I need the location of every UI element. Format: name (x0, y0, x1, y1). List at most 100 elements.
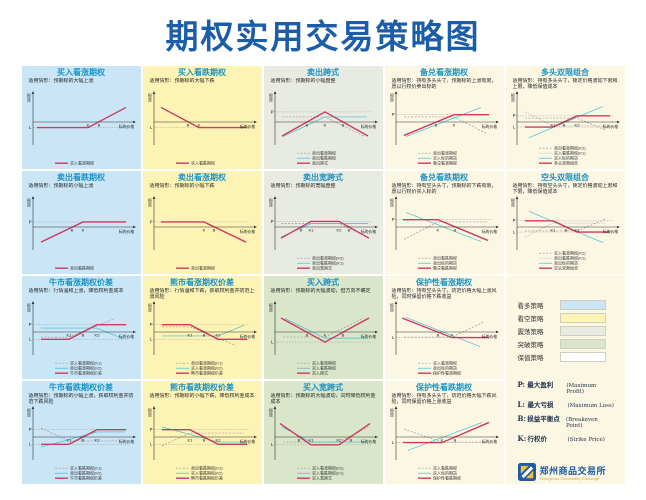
legend-entry: 买入跨式 (296, 370, 328, 376)
key-label: 突破策略 (517, 342, 544, 349)
key-row-range: 震荡策略 (518, 326, 615, 336)
y-axis-label: 损益 (511, 93, 515, 102)
strategy-title: 牛市看涨期权价差 (49, 278, 113, 287)
legend-entry: 保护性看涨期权 (417, 370, 461, 376)
y-axis-arrow-icon (152, 406, 155, 409)
glossary-en: (Breakeven Point) (565, 417, 598, 429)
legend-entry: 卖出看涨期权(K2) (296, 255, 344, 261)
x-axis-label: 标的价格 (239, 229, 254, 234)
ymark-label: L (513, 124, 516, 129)
payoff-line (40, 427, 123, 442)
legend-label: 买入标的期货 (433, 155, 457, 161)
glossary-zh: 损益平衡点 (527, 416, 560, 423)
legend-label: 卖出跨式 (312, 160, 328, 166)
y-axis-label: 损益 (269, 93, 273, 102)
payoff-line (402, 219, 488, 242)
x-axis-arrow-icon (374, 225, 378, 229)
strategy-desc: 适用情形：预期标的大幅上涨 (28, 78, 94, 84)
legend-entry: 卖出标的期货 (417, 365, 457, 371)
strategy-desc: 适用情形：持有多头头寸，防范价格大幅下跌风险，同时保留价格上涨收益 (391, 393, 497, 405)
payoff-line (282, 116, 367, 137)
xmark-label: B (341, 123, 344, 128)
x-axis-label: 标的价格 (360, 439, 375, 444)
legend-label: 买入看涨期权(K2) (554, 250, 586, 256)
strategy-cell-sell-straddle: 卖出跨式 适用情形：预期标的小幅盘整 P 损益 标的价格 B K B 卖出看涨期权 卖出看跌期权卖… (263, 66, 383, 169)
x-axis-label: 标的价格 (239, 124, 254, 129)
glossary-symbol: B: (517, 414, 527, 423)
xmark-label: K (86, 123, 89, 128)
legend-entry: 熊市看涨期权价差 (175, 370, 223, 376)
legend-entry: 卖出跨式 (296, 160, 328, 166)
glossary-symbol: K: (517, 434, 527, 443)
xmark-label: K (440, 438, 443, 443)
xmark-label: K1 (550, 228, 556, 233)
ymark-label: P (270, 109, 273, 114)
y-axis-label: 损益 (148, 303, 152, 312)
y-axis-arrow-icon (152, 91, 155, 94)
legend-label: 买入看跌期权(K1) (70, 465, 102, 471)
legend-label: 卖出看跌期权(K1) (312, 260, 344, 266)
legend-label: 卖出看涨期权(K2) (70, 365, 102, 371)
strategy-title: 保护性看涨期权 (416, 278, 472, 287)
legend-label: 备兑看涨期权 (433, 160, 457, 166)
legend-entry: 卖出看涨期权 (417, 150, 457, 156)
y-axis-arrow-icon (31, 91, 34, 94)
legend-entry: 备兑看涨期权 (417, 160, 457, 166)
y-axis-arrow-icon (31, 301, 34, 304)
ymark-label: L (29, 125, 32, 130)
glossary-row-p: P: 最大盈利 (Maximum Profit) (518, 379, 615, 395)
legend-label: 卖出看涨期权 (191, 265, 215, 271)
x-axis-arrow-icon (495, 225, 499, 229)
xmark-label: B (453, 438, 456, 443)
x-axis-label: 标的价格 (481, 439, 496, 444)
xmark-label: B (562, 123, 565, 128)
xmark-label: B (202, 438, 205, 443)
xmark-label: B (212, 228, 215, 233)
legend-entry: 买入看跌期权 (175, 160, 215, 166)
legend-entry: 卖出看跌期权(K1) (538, 255, 586, 261)
legend-label: 卖出看涨期权 (312, 150, 336, 156)
legend-entry: 买入看跌期权(K2) (175, 470, 223, 476)
glossary-en: (Strike Price) (567, 437, 605, 443)
y-axis-arrow-icon (515, 196, 518, 199)
x-axis-label: 标的价格 (602, 229, 617, 234)
legend-entry: 买入看跌期权 (417, 465, 457, 471)
legend-entry: 卖出看涨期权 (175, 265, 215, 271)
payoff-line (160, 106, 247, 129)
glossary-en: (Maximum Profit) (566, 383, 597, 395)
xmark-label: K (81, 228, 84, 233)
legend-label: 买入看跌期权(K1) (312, 470, 344, 476)
strategy-desc: 适用情形：持有空头头寸，防范价格大幅上涨风险，同时保留价格下跌收益 (391, 288, 497, 300)
zce-logo-icon (517, 463, 536, 481)
y-axis-arrow-icon (515, 91, 518, 94)
xmark-label: K1 (308, 438, 314, 443)
legend-label: 买入看涨期权 (433, 360, 457, 366)
strategy-cell-bull-put-spread: 牛市看跌期权价差 适用情形：预期标的小幅上涨，获取权利金并防范下跌风险 P L 损益 标的… (21, 381, 141, 484)
strategy-desc: 适用情形：预期标的宽幅盘整 (270, 183, 336, 189)
legend-label: 卖出看涨期权(K1) (191, 360, 223, 366)
legend-label: 买入看跌期权(K1) (554, 150, 586, 156)
key-row-hedge: 保值策略 (518, 352, 615, 362)
legend-entry: 买入看涨期权(K1) (54, 360, 102, 366)
legend-label: 多头双限组合 (554, 160, 578, 166)
legend-label: 买入跨式 (312, 370, 328, 376)
x-axis-label: 标的价格 (481, 124, 496, 129)
y-axis-label: 损益 (27, 303, 31, 312)
strategy-desc: 适用情形：预期标的大幅波动，但方向不确定 (270, 288, 371, 294)
legend-entry: 卖出看涨期权(K2) (54, 365, 102, 371)
glossary-zh: 最大盈利 (527, 382, 554, 389)
strategy-desc: 适用情形：预期标的大幅波动，同时降低权利金成本 (270, 393, 376, 405)
strategy-cell-bear-put-spread: 熊市看跌期权价差 适用情形：预期标的小幅下跌，降低权利金成本 P L 损益 标的价格 K1 B… (142, 381, 262, 484)
x-axis-label: 标的价格 (118, 439, 133, 444)
xmark-label: K2 (94, 333, 100, 338)
legend-label: 买入看跌期权 (433, 465, 457, 471)
payoff-line (403, 321, 484, 338)
legend-label: 卖出看跌期权(K2) (70, 470, 102, 476)
strategy-desc: 适用情形：预期标的小幅下跌，降低权利金成本 (149, 393, 255, 399)
strategy-title: 多头双限组合 (541, 68, 589, 77)
payoff-line (40, 431, 125, 448)
